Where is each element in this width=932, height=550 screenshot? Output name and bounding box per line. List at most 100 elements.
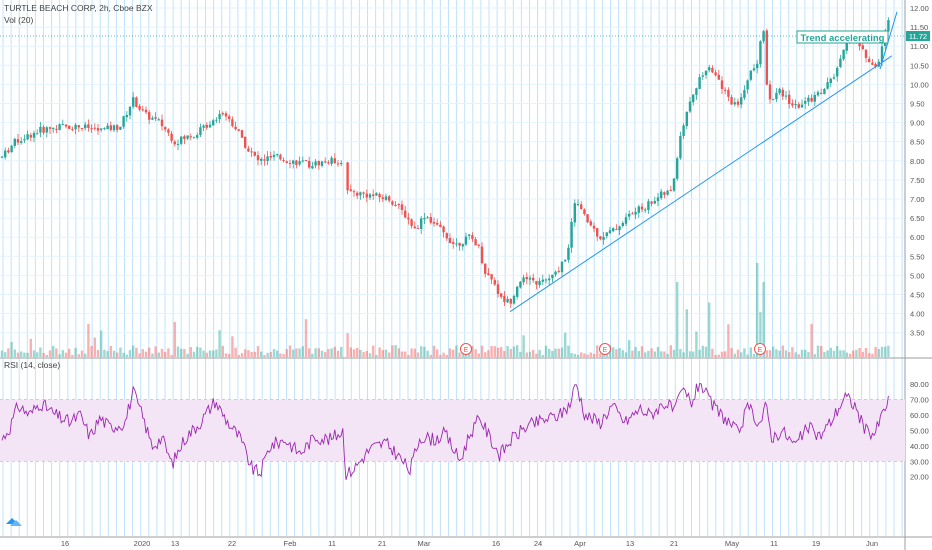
candle-body	[493, 280, 496, 285]
candle-body	[250, 151, 253, 153]
candle-body	[116, 125, 119, 130]
volume-bar	[733, 353, 736, 357]
candle-body	[436, 222, 439, 225]
volume-bar	[36, 352, 39, 357]
candle-body	[212, 120, 215, 126]
earnings-marker[interactable]: E	[754, 343, 766, 355]
candle-body	[144, 109, 148, 113]
volume-bar	[714, 354, 717, 357]
candle-body	[186, 135, 189, 139]
volume-bar	[359, 349, 362, 357]
volume-bar	[288, 345, 292, 357]
candle-body	[32, 133, 36, 138]
volume-bar	[164, 351, 167, 357]
price-tick-label: 7.00	[910, 195, 925, 204]
rsi-tick-label: 80.00	[910, 380, 929, 389]
volume-bar	[327, 349, 330, 357]
candle-body	[52, 127, 55, 129]
volume-bar	[624, 352, 628, 357]
volume-bar	[813, 354, 816, 357]
candle-body	[7, 150, 10, 153]
volume-bar	[695, 331, 698, 357]
volume-bar	[231, 336, 234, 357]
volume-bar	[48, 350, 52, 357]
price-tick-label: 11.00	[910, 42, 928, 51]
candle-body	[100, 128, 103, 130]
price-tick-label: 7.50	[910, 176, 925, 185]
candle-body	[871, 62, 874, 65]
candle-body	[205, 124, 208, 128]
candle-body	[532, 277, 535, 281]
candle-body	[288, 162, 292, 164]
volume-bar	[250, 351, 253, 357]
candle-body	[724, 89, 727, 91]
volume-bar	[621, 350, 624, 357]
candle-body	[55, 128, 58, 130]
volume-bar	[682, 352, 685, 357]
volume-bar	[832, 350, 836, 357]
candle-body	[196, 135, 199, 138]
candle-body	[221, 113, 224, 115]
earnings-marker[interactable]: E	[599, 343, 611, 355]
candle-body	[669, 189, 672, 191]
x-tick-label: Mar	[418, 539, 431, 548]
candle-body	[189, 136, 192, 138]
trend-annotation[interactable]: Trend accelerating	[796, 30, 889, 44]
rsi-tick-label: 70.00	[910, 395, 929, 404]
candle-body	[404, 210, 407, 218]
candle-body	[765, 30, 768, 85]
volume-bar	[810, 323, 813, 357]
candle-body	[727, 89, 730, 97]
earnings-markers: E E E	[460, 343, 766, 355]
x-tick-label: 24	[534, 539, 542, 548]
candle-body	[439, 224, 442, 228]
volume-bar	[861, 351, 864, 357]
volume-bar	[234, 347, 237, 357]
candle-body	[608, 230, 612, 234]
volume-bar	[544, 345, 548, 357]
volume-bar	[532, 349, 535, 357]
tradingview-logo-icon[interactable]	[6, 518, 22, 526]
candle-body	[580, 204, 583, 210]
volume-bar	[151, 353, 154, 357]
volume-bar	[484, 352, 487, 357]
volume-bar	[535, 353, 538, 357]
volume-bar	[260, 351, 263, 357]
rsi-tick-label: 20.00	[910, 473, 929, 482]
candle-body	[285, 161, 288, 163]
volume-bar	[874, 346, 877, 357]
candle-body	[717, 74, 720, 80]
volume-bar	[666, 353, 669, 357]
volume-bar	[477, 353, 480, 357]
volume-bar	[628, 340, 631, 357]
candle-body	[628, 213, 631, 217]
volume-bar	[266, 352, 269, 357]
volume-bar	[784, 350, 788, 357]
candle-body	[708, 67, 711, 71]
volume-bar	[199, 347, 202, 357]
candle-body	[797, 104, 800, 108]
earnings-marker[interactable]: E	[460, 343, 472, 355]
candle-body	[128, 106, 132, 116]
last-price-label: 11.72	[906, 31, 930, 41]
volume-bar	[356, 347, 359, 357]
candle-body	[295, 160, 298, 166]
candle-body	[68, 125, 71, 129]
candle-body	[279, 154, 282, 160]
candle-body	[583, 209, 586, 215]
volume-bar	[29, 338, 32, 357]
volume-bar	[708, 302, 711, 357]
volume-bar	[772, 346, 775, 357]
volume-bar	[26, 352, 29, 357]
candle-body	[500, 293, 503, 297]
volume-bar	[596, 345, 599, 357]
candle-body	[324, 161, 327, 163]
candle-body	[106, 125, 109, 130]
candle-body	[759, 41, 762, 65]
price-tick-label: 12.00	[910, 4, 929, 13]
candle-body	[660, 191, 663, 199]
volume-bar	[397, 348, 400, 357]
volume-bar	[439, 354, 442, 357]
last-price-badge	[906, 31, 930, 41]
